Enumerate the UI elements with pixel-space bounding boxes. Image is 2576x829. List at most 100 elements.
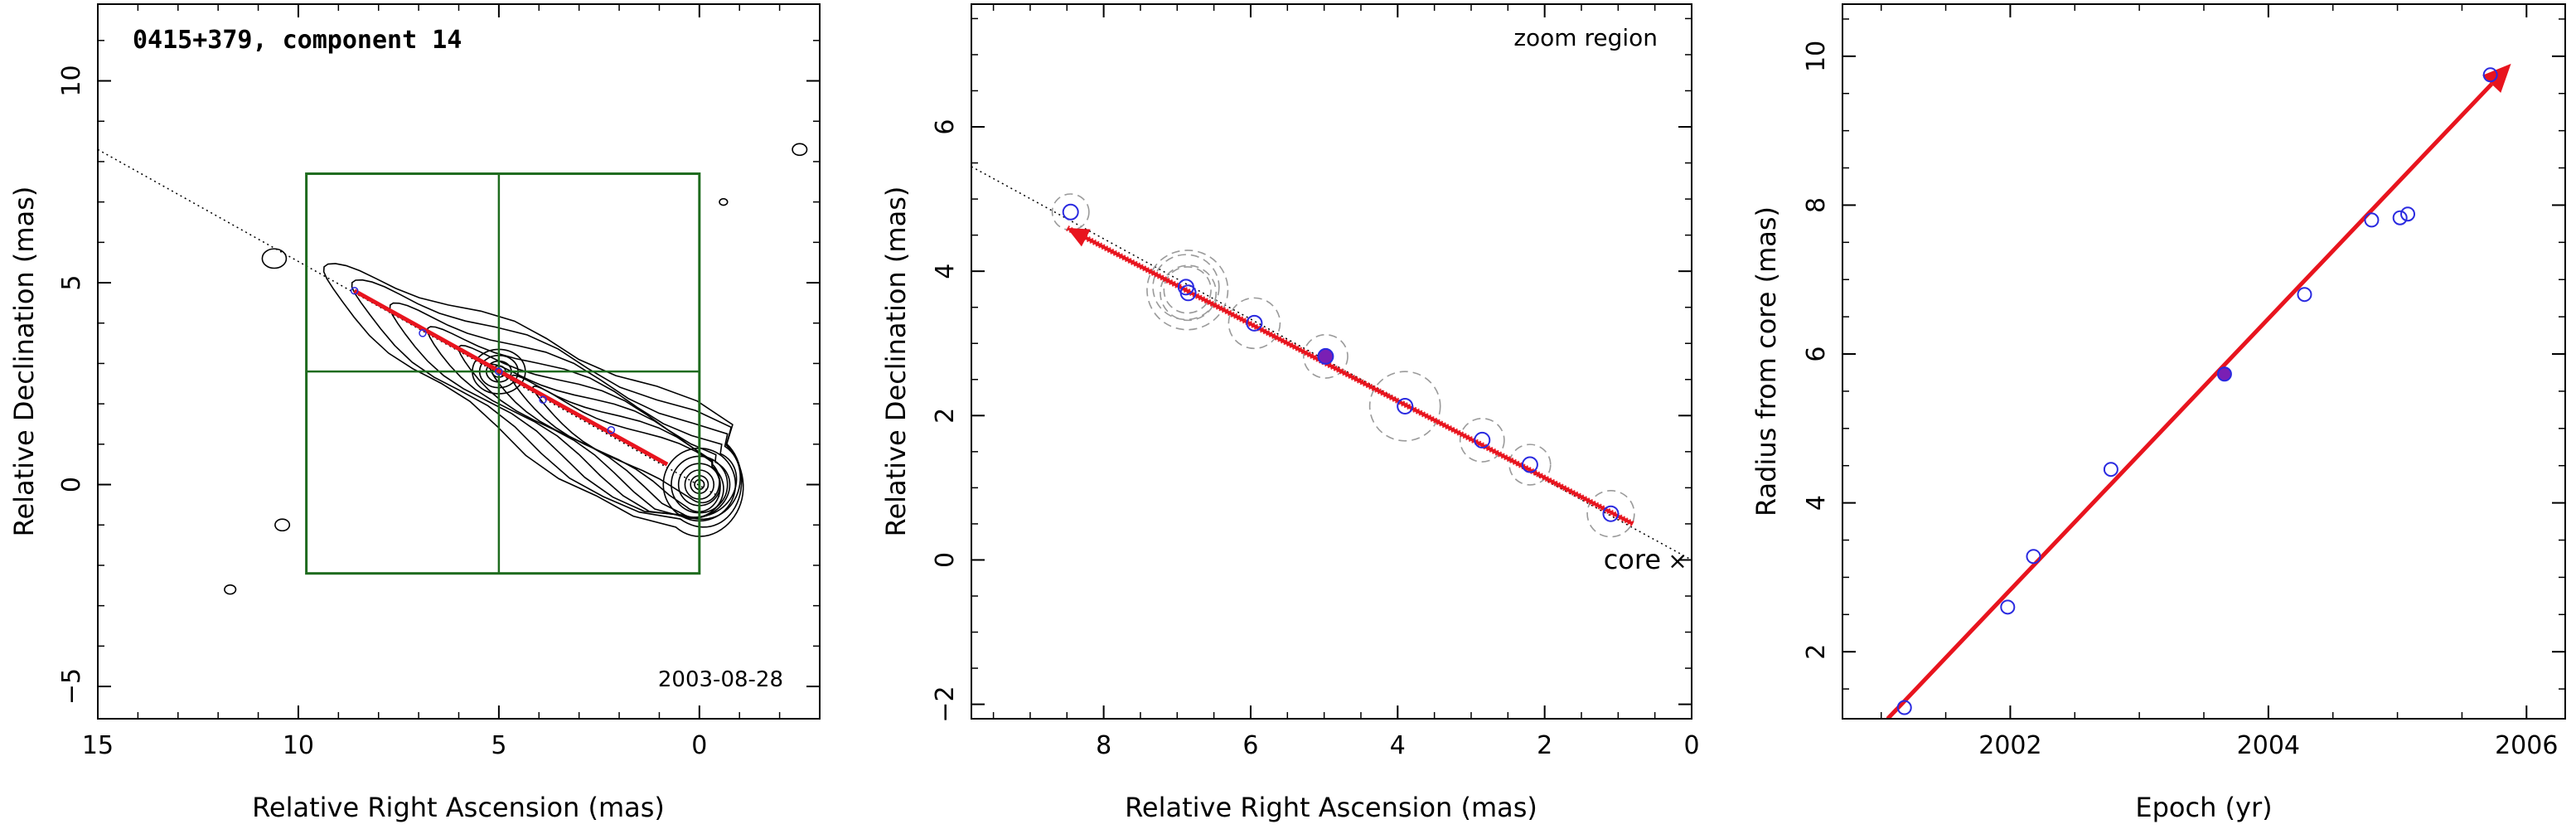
data-point bbox=[2026, 549, 2041, 565]
data-point bbox=[1246, 314, 1263, 332]
x-tick-label: 15 bbox=[82, 731, 114, 760]
zoom-box bbox=[305, 172, 701, 575]
x-axis-label: Epoch (yr) bbox=[2135, 792, 2272, 823]
y-tick-label: −2 bbox=[931, 686, 960, 722]
data-point bbox=[2364, 212, 2380, 228]
error-circle bbox=[1051, 193, 1090, 231]
x-tick-label: 0 bbox=[691, 731, 707, 760]
zoom-content bbox=[971, 166, 1692, 561]
x-tick-label: 10 bbox=[283, 731, 314, 760]
y-tick-label: 8 bbox=[1802, 197, 1831, 213]
data-point bbox=[2392, 210, 2408, 225]
contour-blob bbox=[719, 197, 729, 206]
y-axis-label: Radius from core (mas) bbox=[1750, 206, 1782, 516]
contour-line bbox=[458, 344, 731, 520]
panel-radius-vs-epoch: 2002 2004 2006 2 4 6 8 10 Epoch (yr) Radius fro… bbox=[1750, 3, 2566, 823]
trajectory-arrow bbox=[1085, 236, 1634, 526]
data-point bbox=[1474, 431, 1491, 448]
x-tick-label: 6 bbox=[1242, 731, 1258, 760]
zoom-region-annotation: zoom region bbox=[1513, 24, 1658, 51]
x-tick-label: 0 bbox=[1683, 731, 1699, 760]
y-tick-label: 2 bbox=[1802, 644, 1831, 660]
error-circle bbox=[1227, 297, 1281, 350]
x-tick-label: 2004 bbox=[2237, 731, 2300, 760]
y-axis-label: Relative Declination (mas) bbox=[880, 187, 912, 537]
x-axis-label: Relative Right Ascension (mas) bbox=[1125, 792, 1537, 823]
y-tick-label: 2 bbox=[931, 408, 960, 424]
y-tick-label: 6 bbox=[931, 119, 960, 134]
data-point bbox=[2000, 599, 2016, 615]
highlighted-point bbox=[2216, 366, 2232, 382]
axis-ticks: 8 6 4 2 0 −2 0 2 4 6 bbox=[931, 4, 1700, 760]
jet-axis-line bbox=[98, 148, 720, 497]
data-point bbox=[1521, 456, 1538, 473]
contour-line bbox=[322, 263, 744, 537]
error-circle bbox=[1160, 264, 1218, 322]
y-tick-label: 0 bbox=[57, 477, 86, 492]
position-marker bbox=[607, 426, 616, 434]
x-tick-label: 2002 bbox=[1978, 731, 2041, 760]
date-label: 2003-08-28 bbox=[658, 667, 783, 692]
position-marker bbox=[350, 287, 359, 295]
trajectory-line bbox=[353, 288, 669, 467]
plot-frame bbox=[97, 3, 821, 720]
position-marker bbox=[419, 329, 427, 337]
contour-blob bbox=[274, 518, 291, 532]
data-point bbox=[1062, 203, 1079, 221]
error-circle bbox=[1163, 266, 1212, 314]
error-circle bbox=[1303, 333, 1349, 379]
x-tick-label: 2006 bbox=[2495, 731, 2558, 760]
y-tick-label: 4 bbox=[1802, 495, 1831, 511]
fit-arrow bbox=[1886, 82, 2493, 719]
x-tick-label: 5 bbox=[491, 731, 506, 760]
data-point bbox=[2103, 462, 2118, 478]
x-tick-label: 2 bbox=[1537, 731, 1552, 760]
error-circle bbox=[1368, 371, 1441, 442]
data-point bbox=[1179, 284, 1197, 302]
plot-frame bbox=[1842, 3, 2566, 720]
contour-line bbox=[427, 326, 738, 518]
error-circle bbox=[1152, 254, 1220, 321]
radius-content bbox=[1886, 63, 2511, 719]
y-tick-label: 10 bbox=[57, 65, 86, 96]
x-tick-label: 4 bbox=[1390, 731, 1406, 760]
position-marker bbox=[495, 367, 503, 376]
plot-frame bbox=[971, 3, 1692, 720]
panel-contour-map: 15 10 5 0 −5 0 5 10 0415+379, component 14 2003… bbox=[8, 3, 821, 823]
position-marker bbox=[539, 395, 547, 405]
error-circle bbox=[1146, 250, 1229, 331]
contour-blob bbox=[792, 143, 808, 157]
data-point bbox=[2297, 287, 2312, 303]
error-circle bbox=[1508, 444, 1552, 486]
contour-line bbox=[351, 279, 743, 528]
contour-blob bbox=[261, 248, 288, 269]
error-circle bbox=[1459, 417, 1505, 463]
y-tick-label: 6 bbox=[1802, 346, 1831, 361]
data-point bbox=[1896, 700, 1912, 715]
y-tick-label: 10 bbox=[1802, 41, 1831, 72]
data-point bbox=[1397, 397, 1414, 414]
contour-line bbox=[532, 385, 720, 504]
axis-ticks: 2002 2004 2006 2 4 6 8 10 bbox=[1802, 4, 2565, 760]
x-axis-label: Relative Right Ascension (mas) bbox=[252, 792, 665, 823]
data-point bbox=[2400, 206, 2416, 222]
data-point bbox=[1602, 505, 1620, 522]
panel-title: 0415+379, component 14 bbox=[133, 26, 462, 55]
y-tick-label: 5 bbox=[57, 274, 86, 290]
y-axis-label: Relative Declination (mas) bbox=[8, 187, 40, 537]
panel-zoom-region: 8 6 4 2 0 −2 0 2 4 6 zoom region core × Relative … bbox=[880, 3, 1700, 823]
contour-line bbox=[389, 302, 742, 521]
core-label: core bbox=[1604, 544, 1661, 575]
data-point bbox=[2482, 67, 2498, 83]
y-tick-label: −5 bbox=[57, 668, 86, 705]
highlighted-point bbox=[1317, 347, 1334, 365]
error-circle bbox=[1586, 490, 1635, 538]
axis-ticks: 15 10 5 0 −5 0 5 10 bbox=[57, 4, 821, 760]
y-tick-label: 4 bbox=[931, 264, 960, 279]
contour-map-content bbox=[98, 143, 808, 595]
y-tick-label: 0 bbox=[931, 552, 960, 568]
core-marker: × bbox=[1668, 547, 1687, 574]
contour-blob bbox=[224, 584, 237, 595]
x-tick-label: 8 bbox=[1096, 731, 1111, 760]
